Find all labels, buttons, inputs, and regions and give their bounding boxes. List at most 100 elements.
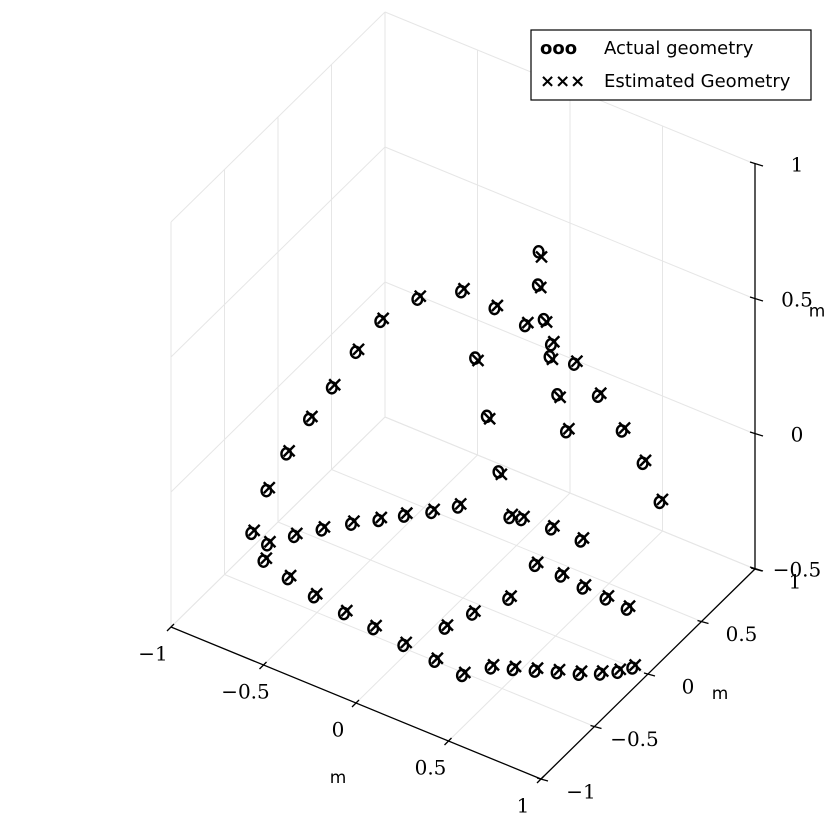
y-tick [590,724,602,730]
x-tick-label: 0.5 [415,756,447,780]
point-estimated [369,619,383,632]
x-tick [351,699,360,708]
point-estimated [531,556,544,569]
grid-line-floor-y [277,521,649,675]
z-axis-label: m [809,302,826,322]
point-estimated [535,250,548,264]
y-tick-label: 0 [682,675,695,699]
grid-line-back-z [384,416,756,570]
point-estimated [618,421,631,435]
point-estimated [579,578,592,592]
legend: ooo Actual geometry ××× Estimated Geomet… [530,29,812,101]
point-estimated [468,604,482,618]
z-tick [749,431,764,437]
point-estimated [613,662,627,676]
point-estimated [495,467,508,481]
point-estimated [290,527,304,540]
point-estimated [282,444,296,458]
y-tick-label: −1 [566,780,595,804]
point-estimated [318,520,331,534]
y-tick-label: 0.5 [726,622,758,646]
grid-line-left-z [170,11,386,223]
x-tick [166,623,175,632]
point-estimated [457,282,471,296]
point-estimated [413,289,427,303]
point-estimated [305,410,319,423]
grid-line-left-z [170,416,386,628]
z-tick-label: 0.5 [781,288,813,312]
point-estimated [487,658,500,672]
legend-label-estimated: Estimated Geometry [604,71,791,92]
point-estimated [340,604,354,617]
x-axis-label: m [330,768,347,788]
point-estimated [531,661,544,675]
z-tick [749,161,764,167]
point-estimated [310,587,324,601]
point-estimated [347,514,361,528]
point-estimated [483,412,497,426]
z-tick-label: 0 [791,423,804,447]
point-estimated [263,535,277,549]
point-estimated [427,503,441,516]
point-estimated [262,481,276,495]
point-estimated [639,453,652,467]
point-estimated [547,335,561,349]
point-estimated [534,281,548,294]
x-tick-label: 0 [332,718,345,742]
point-estimated [553,390,567,404]
point-estimated [504,589,518,603]
x-tick-label: −1 [138,642,167,666]
point-estimated [562,422,576,436]
z-tick-label: −0.5 [773,558,822,582]
y-tick [697,619,709,625]
grid-layer [170,11,756,780]
point-estimated [260,551,273,565]
legend-box [530,29,812,101]
point-estimated [570,354,584,368]
x-tick-label: 1 [517,794,530,818]
y-tick-label: 1 [789,570,802,594]
point-actual [532,245,545,259]
point-estimated [517,510,531,523]
point-estimated [376,312,390,325]
point-estimated [431,651,444,665]
point-estimated [623,599,636,613]
y-tick-label: −0.5 [610,727,659,751]
point-estimated [540,315,553,329]
y-axis-label: m [712,684,729,704]
point-estimated [441,618,454,632]
z-tick-label: 1 [791,153,804,177]
point-estimated [328,378,342,392]
y-tick [643,672,656,677]
grid-line-back-z [384,281,756,435]
point-estimated [509,660,522,673]
point-estimated [602,589,615,603]
grid-line-floor-y [331,469,702,622]
point-estimated [553,663,566,677]
point-estimated [491,299,504,312]
x-tick [444,737,452,746]
series-estimated [247,250,669,679]
point-estimated [352,342,365,356]
point-estimated [400,506,414,520]
marks-layer [245,245,669,683]
legend-label-actual: Actual geometry [604,38,754,59]
grid-line-left-z [170,146,386,358]
point-estimated [656,493,669,506]
point-estimated [284,569,297,582]
point-estimated [575,664,588,678]
point-estimated [546,352,559,366]
point-estimated [577,531,590,545]
grid-line-floor-y [224,574,595,727]
x-tick-label: −0.5 [221,680,270,704]
point-estimated [547,519,561,533]
point-estimated [521,316,535,329]
point-estimated [247,524,261,537]
z-tick [749,566,764,572]
legend-marker-x: ××× [540,71,585,92]
grid-line-left-z [170,281,386,493]
point-estimated [505,508,519,521]
point-estimated [596,664,610,678]
point-estimated [399,636,413,649]
